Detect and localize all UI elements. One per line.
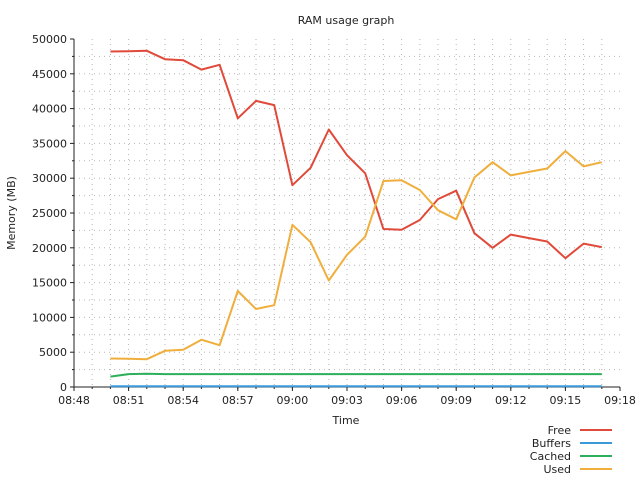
y-tick-label: 30000 (32, 172, 67, 185)
x-tick-label: 08:54 (167, 394, 199, 407)
y-tick-label: 20000 (32, 242, 67, 255)
x-tick-label: 09:00 (277, 394, 309, 407)
y-tick-label: 15000 (32, 277, 67, 290)
series-line-free (110, 49, 602, 260)
x-tick-label: 09:18 (604, 394, 636, 407)
y-tick-label: 50000 (32, 33, 67, 46)
series-line-used (110, 150, 603, 361)
y-tick-label: 25000 (32, 207, 67, 220)
legend-label-buffers: Buffers (532, 437, 571, 450)
chart-title: RAM usage graph (298, 14, 395, 27)
x-tick-label: 08:51 (113, 394, 145, 407)
x-tick-label: 09:03 (331, 394, 363, 407)
y-tick-label: 10000 (32, 311, 67, 324)
series-lines (110, 49, 603, 388)
series-line-cached (110, 372, 602, 378)
y-axis-ticks: 0 5000 10000 15000 20000 25000 30000 35000 40000… (32, 33, 74, 394)
y-tick-label: 35000 (32, 137, 67, 150)
x-axis-ticks: 08:48 08:51 08:54 08:57 09:00 09:03 09:06 09:09… (58, 387, 636, 407)
legend-label-free: Free (548, 424, 572, 437)
y-axis-title: Memory (MB) (5, 176, 18, 250)
x-tick-label: 08:48 (58, 394, 90, 407)
y-tick-label: 40000 (32, 103, 67, 116)
legend-label-used: Used (543, 463, 571, 476)
legend-label-cached: Cached (530, 450, 571, 463)
x-tick-label: 09:12 (495, 394, 527, 407)
grid-lines (74, 39, 620, 387)
x-tick-label: 09:15 (550, 394, 582, 407)
x-axis-title: Time (332, 414, 360, 427)
x-tick-label: 09:06 (386, 394, 418, 407)
y-tick-label: 45000 (32, 68, 67, 81)
x-tick-label: 09:09 (440, 394, 472, 407)
x-tick-label: 08:57 (222, 394, 254, 407)
y-tick-label: 0 (60, 381, 67, 394)
y-tick-label: 5000 (39, 346, 67, 359)
